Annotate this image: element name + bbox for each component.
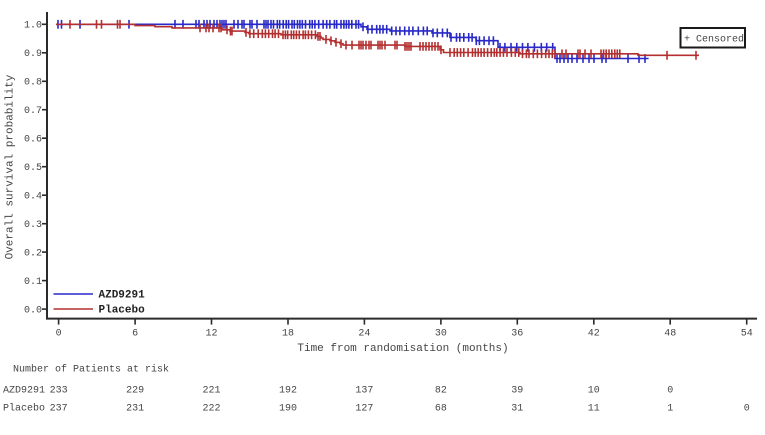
svg-text:30: 30 bbox=[435, 329, 447, 340]
svg-text:11: 11 bbox=[588, 404, 600, 415]
svg-text:190: 190 bbox=[279, 404, 297, 415]
svg-text:82: 82 bbox=[435, 386, 447, 397]
svg-text:0.6: 0.6 bbox=[24, 135, 42, 146]
svg-text:192: 192 bbox=[279, 386, 297, 397]
svg-text:0.3: 0.3 bbox=[24, 220, 42, 231]
svg-text:0.1: 0.1 bbox=[24, 277, 42, 288]
svg-text:Overall survival probability: Overall survival probability bbox=[5, 74, 17, 259]
svg-text:237: 237 bbox=[50, 404, 68, 415]
svg-text:233: 233 bbox=[50, 386, 68, 397]
svg-text:0.9: 0.9 bbox=[24, 49, 42, 60]
svg-text:Placebo: Placebo bbox=[99, 305, 146, 317]
svg-text:1.0: 1.0 bbox=[24, 21, 42, 32]
svg-text:221: 221 bbox=[202, 386, 220, 397]
svg-text:0.2: 0.2 bbox=[24, 249, 42, 260]
svg-text:48: 48 bbox=[664, 329, 676, 340]
svg-text:42: 42 bbox=[588, 329, 600, 340]
svg-text:Time from randomisation (month: Time from randomisation (months) bbox=[297, 343, 508, 355]
svg-text:12: 12 bbox=[205, 329, 217, 340]
svg-text:0.7: 0.7 bbox=[24, 106, 42, 117]
svg-text:0.8: 0.8 bbox=[24, 78, 42, 89]
svg-text:137: 137 bbox=[355, 386, 373, 397]
svg-text:231: 231 bbox=[126, 404, 144, 415]
svg-text:68: 68 bbox=[435, 404, 447, 415]
svg-text:127: 127 bbox=[355, 404, 373, 415]
svg-text:31: 31 bbox=[511, 404, 523, 415]
svg-text:0.5: 0.5 bbox=[24, 163, 42, 174]
svg-text:39: 39 bbox=[511, 386, 523, 397]
svg-text:0: 0 bbox=[667, 386, 673, 397]
svg-text:0: 0 bbox=[56, 329, 62, 340]
svg-text:36: 36 bbox=[511, 329, 523, 340]
svg-text:24: 24 bbox=[358, 329, 370, 340]
svg-text:6: 6 bbox=[132, 329, 138, 340]
svg-text:Number of Patients at risk: Number of Patients at risk bbox=[13, 364, 169, 376]
svg-text:AZD9291: AZD9291 bbox=[3, 386, 45, 397]
svg-text:AZD9291: AZD9291 bbox=[99, 290, 146, 302]
svg-text:0.0: 0.0 bbox=[24, 306, 42, 317]
svg-text:54: 54 bbox=[741, 329, 753, 340]
svg-text:+ Censored: + Censored bbox=[684, 34, 744, 46]
svg-text:0.4: 0.4 bbox=[24, 192, 42, 203]
svg-text:1: 1 bbox=[667, 404, 673, 415]
svg-text:10: 10 bbox=[588, 386, 600, 397]
svg-text:222: 222 bbox=[202, 404, 220, 415]
svg-text:229: 229 bbox=[126, 386, 144, 397]
svg-text:Placebo: Placebo bbox=[3, 403, 45, 415]
svg-text:0: 0 bbox=[744, 404, 750, 415]
svg-text:18: 18 bbox=[282, 329, 294, 340]
